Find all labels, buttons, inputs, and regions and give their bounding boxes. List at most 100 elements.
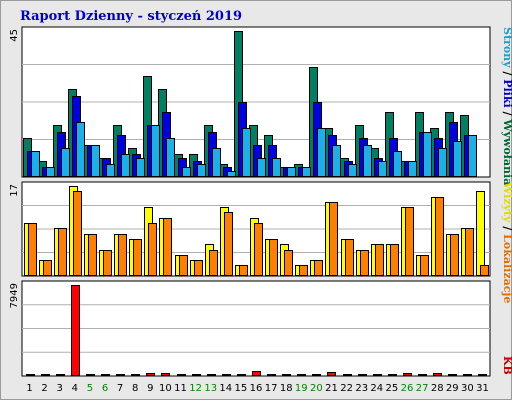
bar-strony-day-1 bbox=[31, 151, 40, 177]
bar-strony-day-27 bbox=[423, 132, 432, 177]
side-legend-part: / bbox=[501, 68, 512, 80]
day-label-26: 26 bbox=[401, 383, 414, 394]
bar-strony-day-11 bbox=[182, 167, 191, 177]
side-legend-part: Strony bbox=[501, 27, 512, 68]
day-label-24: 24 bbox=[370, 383, 383, 394]
bar-strony-day-17 bbox=[272, 158, 281, 177]
bar-lokalizacje-day-3 bbox=[58, 228, 67, 276]
side-legend-part: / bbox=[501, 222, 512, 234]
bar-kb-day-29 bbox=[448, 374, 457, 376]
bar-strony-day-20 bbox=[317, 128, 326, 177]
bar-lokalizacje-day-14 bbox=[224, 212, 233, 276]
bar-kb-day-6 bbox=[101, 374, 110, 376]
bar-kb-day-8 bbox=[131, 374, 140, 376]
bar-kb-day-4 bbox=[71, 285, 80, 376]
bar-strony-day-22 bbox=[348, 164, 357, 177]
bar-kb-day-5 bbox=[86, 374, 95, 376]
bar-lokalizacje-day-27 bbox=[420, 255, 429, 276]
day-label-8: 8 bbox=[132, 383, 138, 394]
bar-strony-day-18 bbox=[287, 167, 296, 177]
bar-lokalizacje-day-23 bbox=[360, 250, 369, 276]
day-label-9: 9 bbox=[147, 383, 153, 394]
bar-wizyty-day-31 bbox=[476, 191, 485, 276]
side-legend-part: Lokalizacje bbox=[501, 234, 512, 303]
bar-strony-day-12 bbox=[197, 164, 206, 177]
bar-kb-day-27 bbox=[418, 374, 427, 376]
day-label-14: 14 bbox=[219, 383, 232, 394]
day-label-11: 11 bbox=[174, 383, 187, 394]
bar-lokalizacje-day-6 bbox=[103, 250, 112, 276]
bar-kb-day-11 bbox=[177, 374, 186, 376]
bar-kb-day-18 bbox=[282, 374, 291, 376]
bar-kb-day-19 bbox=[297, 374, 306, 376]
bar-lokalizacje-day-8 bbox=[133, 239, 142, 276]
bar-lokalizacje-day-5 bbox=[88, 234, 97, 276]
bar-lokalizacje-day-16 bbox=[254, 223, 263, 276]
side-legend-part: / bbox=[501, 108, 512, 120]
bar-strony-day-13 bbox=[212, 148, 221, 177]
day-label-5: 5 bbox=[87, 383, 93, 394]
bar-lokalizacje-day-24 bbox=[375, 244, 384, 276]
day-label-7: 7 bbox=[117, 383, 123, 394]
day-label-19: 19 bbox=[295, 383, 308, 394]
day-label-22: 22 bbox=[340, 383, 353, 394]
day-label-16: 16 bbox=[250, 383, 263, 394]
side-legend-part: Wizyty bbox=[501, 181, 512, 223]
bar-kb-day-17 bbox=[267, 374, 276, 376]
day-label-1: 1 bbox=[26, 383, 32, 394]
bar-kb-day-13 bbox=[207, 374, 216, 376]
bar-lokalizacje-day-9 bbox=[148, 223, 157, 276]
bar-strony-day-10 bbox=[166, 138, 175, 177]
bar-kb-day-14 bbox=[222, 374, 231, 376]
bar-kb-day-26 bbox=[403, 373, 412, 376]
bar-kb-day-2 bbox=[41, 374, 50, 376]
side-legend-bottom: KB bbox=[501, 356, 512, 375]
bar-kb-day-31 bbox=[478, 374, 487, 376]
bar-kb-day-21 bbox=[327, 372, 336, 376]
bar-strony-day-19 bbox=[302, 167, 311, 177]
bar-kb-day-15 bbox=[237, 374, 246, 376]
day-label-27: 27 bbox=[416, 383, 429, 394]
day-label-4: 4 bbox=[72, 383, 78, 394]
bar-kb-day-10 bbox=[161, 373, 170, 376]
bar-strony-day-25 bbox=[393, 151, 402, 177]
bar-strony-day-7 bbox=[121, 154, 130, 177]
side-legend-part: KB bbox=[501, 356, 512, 375]
day-label-2: 2 bbox=[41, 383, 47, 394]
bar-lokalizacje-day-31 bbox=[480, 265, 489, 276]
panel-middle: 17 bbox=[9, 181, 491, 277]
bar-kb-day-3 bbox=[56, 374, 65, 376]
bar-strony-day-26 bbox=[408, 161, 417, 177]
day-label-13: 13 bbox=[204, 383, 217, 394]
bar-kb-day-25 bbox=[388, 374, 397, 376]
bar-strony-day-23 bbox=[363, 145, 372, 177]
bar-kb-day-22 bbox=[343, 374, 352, 376]
bar-kb-day-9 bbox=[146, 373, 155, 376]
bar-strony-day-8 bbox=[136, 158, 145, 177]
bar-strony-day-21 bbox=[332, 145, 341, 177]
bar-strony-day-3 bbox=[61, 148, 70, 177]
bar-lokalizacje-day-12 bbox=[194, 260, 203, 276]
bar-lokalizacje-day-7 bbox=[118, 234, 127, 276]
bar-kb-day-20 bbox=[312, 374, 321, 376]
bar-strony-day-6 bbox=[106, 164, 115, 177]
bar-kb-day-30 bbox=[463, 374, 472, 376]
day-label-29: 29 bbox=[446, 383, 459, 394]
bar-kb-day-7 bbox=[116, 374, 125, 376]
bar-lokalizacje-day-10 bbox=[163, 218, 172, 276]
panel-bottom: 7949 bbox=[9, 280, 491, 377]
day-label-3: 3 bbox=[57, 383, 63, 394]
bar-strony-day-29 bbox=[453, 141, 462, 177]
bar-strony-day-5 bbox=[91, 145, 100, 177]
bar-strony-day-15 bbox=[242, 128, 251, 177]
bar-lokalizacje-day-1 bbox=[28, 223, 37, 276]
bar-lokalizacje-day-22 bbox=[345, 239, 354, 276]
bar-lokalizacje-day-29 bbox=[450, 234, 459, 276]
bar-strony-day-14 bbox=[227, 171, 236, 177]
day-label-15: 15 bbox=[235, 383, 248, 394]
day-label-25: 25 bbox=[386, 383, 399, 394]
day-label-17: 17 bbox=[265, 383, 278, 394]
day-label-12: 12 bbox=[189, 383, 202, 394]
